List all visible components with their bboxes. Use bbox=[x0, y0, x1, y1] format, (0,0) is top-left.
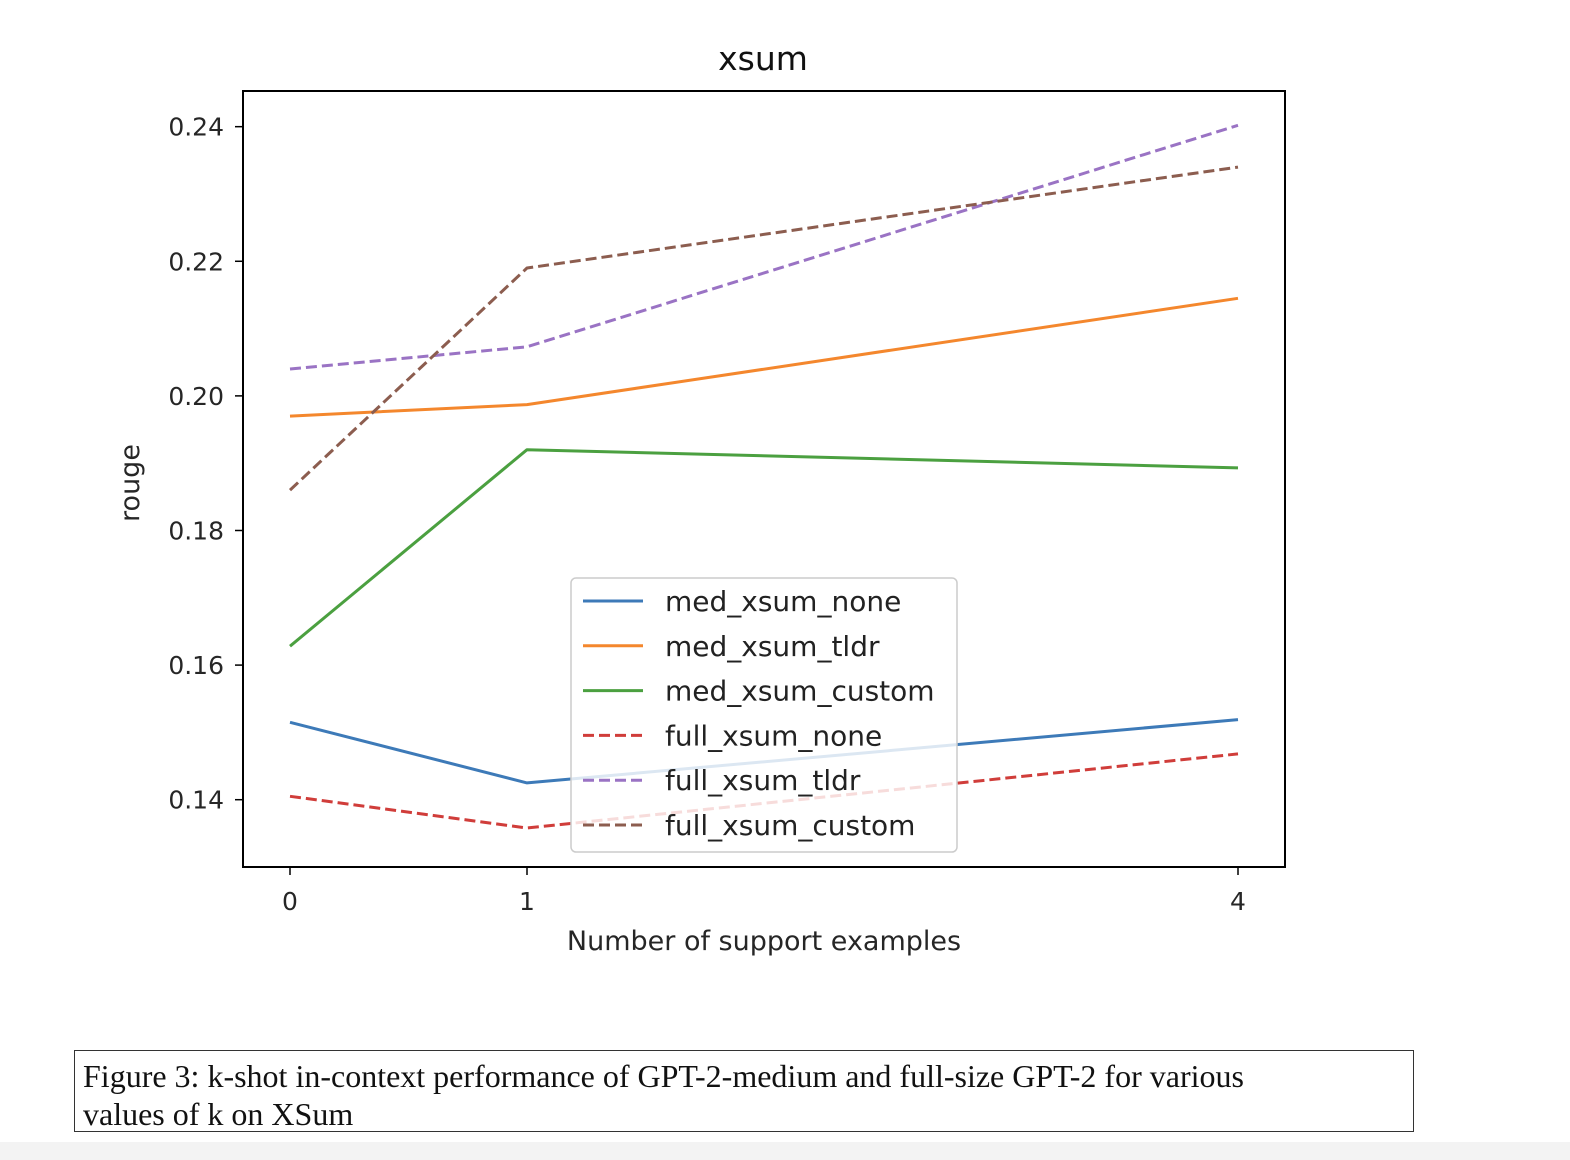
plot-frame bbox=[242, 90, 1286, 868]
caption-line-2: values of k on XSum bbox=[83, 1096, 354, 1132]
y-tick-label: 0.24 bbox=[168, 113, 224, 142]
series-line-med_xsum_custom bbox=[289, 448, 1239, 648]
x-axis-label: Number of support examples bbox=[567, 926, 961, 957]
chart: xsum 0.14 0.16 0.18 0.20 0.22 0.24 0 1 4 Number … bbox=[115, 39, 1286, 957]
series-line-med_xsum_none bbox=[289, 718, 1239, 785]
y-tick-label: 0.20 bbox=[168, 382, 224, 411]
caption-line-1: Figure 3: k-shot in-context performance … bbox=[83, 1058, 1244, 1094]
legend-label-med_xsum_custom: med_xsum_custom bbox=[665, 675, 935, 708]
y-tick-label: 0.18 bbox=[168, 516, 224, 545]
bottom-band bbox=[0, 1142, 1570, 1160]
legend-label-full_xsum_custom: full_xsum_custom bbox=[665, 809, 915, 842]
series-line-full_xsum_tldr bbox=[289, 123, 1239, 371]
legend-label-med_xsum_none: med_xsum_none bbox=[665, 585, 901, 618]
series-line-full_xsum_custom bbox=[288, 165, 1239, 492]
x-tick-label: 4 bbox=[1230, 887, 1246, 916]
chart-title: xsum bbox=[718, 39, 808, 78]
series-layer bbox=[288, 123, 1239, 830]
figure-caption: Figure 3: k-shot in-context performance … bbox=[74, 1050, 1414, 1132]
x-tick-label: 1 bbox=[519, 887, 535, 916]
y-tick-label: 0.14 bbox=[168, 786, 224, 815]
y-tick-label: 0.22 bbox=[168, 247, 224, 276]
legend-label-med_xsum_tldr: med_xsum_tldr bbox=[665, 630, 880, 663]
ticks-layer: 0.14 0.16 0.18 0.20 0.22 0.24 0 1 4 bbox=[168, 113, 1246, 916]
x-tick-label: 0 bbox=[282, 887, 298, 916]
legend-label-full_xsum_tldr: full_xsum_tldr bbox=[665, 764, 861, 797]
series-line-med_xsum_tldr bbox=[289, 296, 1239, 418]
legend-items: med_xsum_none med_xsum_tldr med_xsum_custo… bbox=[583, 585, 935, 842]
legend-box bbox=[570, 577, 958, 853]
legend: med_xsum_none med_xsum_tldr med_xsum_custo… bbox=[570, 577, 958, 853]
legend-label-full_xsum_none: full_xsum_none bbox=[665, 719, 882, 752]
y-axis-label: rouge bbox=[115, 444, 146, 522]
y-tick-label: 0.16 bbox=[168, 651, 224, 680]
